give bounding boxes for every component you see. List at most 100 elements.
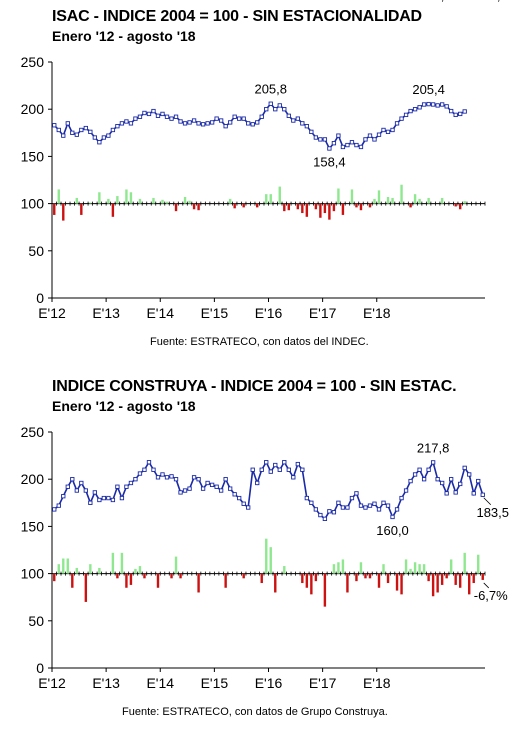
index-point (128, 121, 134, 126)
variation-bar (364, 573, 367, 579)
chart-source: Fuente: ESTRATECO, con datos de Grupo Co… (122, 706, 388, 718)
variation-bar (138, 566, 142, 574)
variation-bar (355, 573, 358, 582)
index-point (200, 486, 206, 491)
index-point (169, 474, 174, 479)
index-point (390, 127, 395, 133)
variation-bar (278, 186, 281, 204)
x-tick-label: E'16 (255, 305, 283, 321)
chart-title: INDICE CONSTRUYA - INDICE 2004 = 100 - S… (52, 378, 457, 395)
index-point (435, 103, 440, 108)
index-point (372, 137, 377, 142)
variation-bar (116, 196, 119, 204)
index-point (119, 121, 125, 126)
variation-bar (377, 573, 381, 588)
variation-bar (440, 573, 444, 585)
annotation-leader (483, 497, 492, 506)
chart-subtitle: Enero '12 - agosto '18 (52, 28, 196, 44)
variation-bar (458, 203, 462, 210)
index-point (327, 509, 332, 514)
annotation-leader (483, 582, 490, 589)
index-point (385, 503, 391, 508)
variation-bar (89, 564, 92, 574)
index-point (327, 146, 332, 151)
variation-bar (449, 559, 453, 574)
variation-bar (125, 189, 128, 204)
index-point (282, 107, 287, 112)
variation-bar (319, 203, 322, 218)
construya-chart-panel: INDICE CONSTRUYA - INDICE 2004 = 100 - S… (0, 370, 530, 730)
index-point (97, 140, 102, 145)
index-point (151, 108, 156, 114)
index-point (412, 107, 418, 112)
index-point (309, 500, 314, 505)
index-point (70, 477, 75, 482)
variation-bar (422, 564, 426, 574)
y-tick-label: 0 (36, 290, 44, 306)
chart-source: Fuente: ESTRATECO, con datos del INDEC. (150, 336, 369, 348)
index-point (142, 110, 147, 116)
variation-bar (71, 573, 74, 588)
index-point (453, 112, 458, 118)
y-tick-label: 150 (21, 518, 45, 534)
y-tick-label: 50 (28, 243, 44, 259)
index-point (458, 481, 463, 487)
index-point (205, 480, 210, 486)
variation-bar (197, 203, 200, 211)
index-point (178, 490, 183, 495)
index-point (65, 484, 70, 489)
index-point (449, 477, 454, 482)
index-point (300, 467, 305, 472)
index-point (345, 142, 350, 148)
variation-bar (355, 203, 358, 208)
index-point (74, 132, 79, 137)
index-point (61, 494, 66, 499)
index-point (304, 495, 309, 501)
variation-bar (224, 573, 227, 588)
index-point (358, 503, 364, 508)
data-label: 217,8 (417, 440, 450, 455)
index-point (56, 503, 61, 508)
index-point (79, 127, 84, 133)
variation-bar (359, 562, 363, 574)
index-point (101, 135, 107, 140)
index-point (480, 492, 485, 497)
variation-bar (458, 573, 462, 588)
variation-bar (436, 573, 439, 593)
index-point (88, 129, 93, 135)
index-point (354, 491, 359, 496)
index-point (349, 140, 355, 145)
data-label: 205,8 (254, 82, 287, 97)
index-point (268, 469, 273, 474)
variation-bar (53, 203, 56, 215)
data-label: 205,4 (412, 82, 445, 97)
data-label: 2,6% (434, 0, 464, 3)
index-point (237, 495, 242, 501)
index-point (453, 490, 458, 495)
index-point (394, 121, 400, 126)
variation-bar (283, 203, 286, 212)
variation-bar (409, 203, 412, 208)
variation-bar (120, 552, 124, 574)
variation-bar (445, 573, 448, 579)
variation-bar (98, 192, 101, 204)
y-tick-label: 250 (21, 54, 45, 70)
x-tick-label: E'14 (146, 675, 174, 691)
variation-bar (57, 564, 60, 574)
variation-bar (468, 573, 471, 595)
index-point (223, 477, 228, 482)
index-point (458, 111, 463, 117)
variation-bar (463, 201, 466, 204)
variation-bar (377, 190, 381, 204)
index-point (313, 507, 319, 512)
index-point (403, 488, 409, 493)
variation-bar (350, 189, 354, 204)
variation-bar (328, 203, 331, 220)
variation-bar (314, 203, 318, 210)
index-point (173, 114, 179, 119)
index-point (340, 505, 346, 510)
isac-chart-svg: 0 50 100 150 200 250 E'12 E'13 E'14 E'15 E'16 E'17 E… (21, 0, 508, 321)
index-point (155, 475, 161, 480)
index-point (187, 486, 192, 491)
index-point (155, 113, 161, 118)
